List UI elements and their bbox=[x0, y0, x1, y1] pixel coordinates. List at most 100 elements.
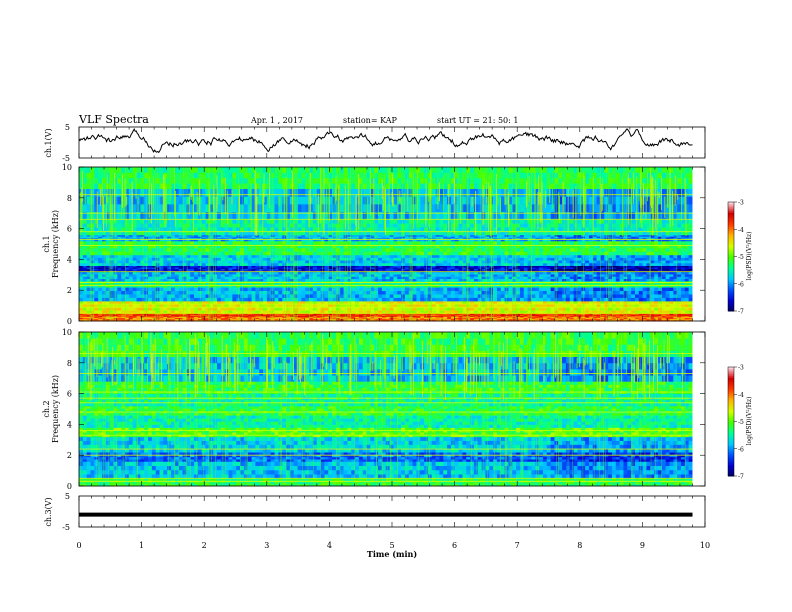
spectrogram-cell bbox=[297, 313, 302, 315]
spectrogram-cell bbox=[305, 278, 310, 282]
spectrogram-cell bbox=[535, 304, 540, 308]
spectrogram-cell bbox=[657, 316, 663, 318]
spectrogram-cell bbox=[619, 317, 624, 320]
spectrogram-cell bbox=[355, 297, 360, 302]
spectrogram-cell bbox=[217, 274, 222, 277]
spectrogram-cell bbox=[431, 307, 436, 311]
spectrogram-cell bbox=[458, 274, 463, 277]
spectrogram-cell bbox=[516, 260, 521, 264]
spectrogram-cell bbox=[404, 307, 410, 311]
spectrogram-cell bbox=[546, 287, 552, 291]
spectrogram-cell bbox=[496, 278, 502, 282]
spectrogram-cell bbox=[247, 304, 252, 308]
spectrogram-cell bbox=[289, 313, 295, 315]
spectrogram-cell bbox=[197, 284, 203, 286]
spectrogram-cell bbox=[128, 270, 134, 273]
spectrogram-cell bbox=[588, 310, 594, 314]
spectrogram-cell bbox=[163, 318, 168, 321]
spectrogram-cell bbox=[98, 268, 103, 271]
spectrogram-cell bbox=[447, 268, 452, 271]
spectrogram-cell bbox=[585, 276, 590, 280]
spectrogram-cell bbox=[412, 287, 417, 291]
spectrogram-cell bbox=[669, 267, 674, 270]
spectrogram-cell bbox=[585, 280, 590, 283]
spectrogram-cell bbox=[102, 268, 107, 271]
spectrogram-cell bbox=[665, 290, 670, 295]
spectrogram-cell bbox=[454, 300, 459, 305]
spectrogram-cell bbox=[539, 313, 544, 315]
spectrogram-cell bbox=[205, 314, 210, 316]
spectrogram-cell bbox=[435, 316, 440, 318]
spectrogram-cell bbox=[600, 274, 605, 277]
spectrogram-cell bbox=[408, 317, 413, 320]
spectrogram-cell bbox=[132, 294, 137, 298]
spectrogram-cell bbox=[496, 318, 502, 321]
spectrogram-cell bbox=[339, 282, 344, 285]
spectrogram-cell bbox=[86, 276, 91, 280]
spectrogram-cell bbox=[550, 284, 555, 286]
spectrogram-cell bbox=[588, 278, 594, 282]
spectrogram-cell bbox=[332, 265, 337, 268]
spectrogram-cell bbox=[171, 307, 176, 311]
spectrogram-cell bbox=[289, 315, 295, 317]
spectrogram-cell bbox=[332, 267, 337, 270]
spectrogram-cell bbox=[412, 265, 417, 268]
spectrogram-cell bbox=[309, 276, 314, 280]
spectrogram-cell bbox=[151, 260, 157, 264]
spectrogram-cell bbox=[186, 282, 191, 285]
spectrogram-cell bbox=[420, 287, 425, 291]
spectrogram-cell bbox=[512, 265, 517, 268]
spectrogram-cell bbox=[167, 287, 172, 291]
spectrogram-cell bbox=[477, 285, 482, 288]
spectrogram-cell bbox=[148, 300, 153, 305]
spectrogram-cell bbox=[661, 313, 667, 315]
spectrogram-cell bbox=[573, 260, 578, 264]
spectrogram-cell bbox=[527, 274, 532, 277]
spectrogram-cell bbox=[182, 314, 187, 317]
spectrogram-cell bbox=[401, 315, 406, 317]
spectrogram-cell bbox=[178, 268, 183, 271]
spectrogram-cell bbox=[473, 265, 479, 268]
spectrogram-cell bbox=[374, 315, 379, 317]
spectrogram-cell bbox=[596, 260, 601, 264]
spectrogram-cell bbox=[201, 257, 206, 261]
spectrogram-cell bbox=[351, 307, 356, 311]
spectrogram-cell bbox=[470, 287, 475, 291]
spectrogram-cell bbox=[623, 280, 628, 283]
spectrogram-cell bbox=[140, 280, 145, 283]
spectrogram-cell bbox=[412, 315, 417, 317]
spectrogram-cell bbox=[309, 316, 314, 318]
spectrogram-cell bbox=[623, 282, 628, 285]
spectrogram-cell bbox=[431, 260, 436, 264]
spectrogram-cell bbox=[167, 290, 172, 295]
spectrogram-cell bbox=[328, 316, 333, 318]
spectrogram-cell bbox=[462, 278, 467, 282]
spectrogram-cell bbox=[240, 313, 245, 315]
spectrogram-cell bbox=[661, 317, 667, 320]
spectrogram-cell bbox=[473, 300, 479, 305]
spectrogram-cell bbox=[447, 287, 452, 291]
spectrogram-cell bbox=[642, 278, 647, 282]
spectrogram-cell bbox=[278, 297, 283, 302]
spectrogram-cell bbox=[274, 307, 279, 311]
spectrogram-cell bbox=[86, 284, 91, 286]
spectrogram-cell bbox=[205, 304, 210, 308]
spectrogram-cell bbox=[278, 316, 283, 318]
spectrogram-cell bbox=[654, 313, 659, 315]
spectrogram-cell bbox=[136, 287, 141, 291]
spectrogram-cell bbox=[370, 310, 375, 314]
spectrogram-cell bbox=[79, 307, 84, 311]
spectrogram-cell bbox=[316, 265, 321, 268]
spectrogram-cell bbox=[355, 287, 360, 291]
spectrogram-cell bbox=[117, 310, 122, 314]
spectrogram-cell bbox=[289, 274, 295, 277]
spectrogram-cell bbox=[151, 276, 157, 280]
spectrogram-cell bbox=[251, 297, 256, 302]
spectrogram-cell bbox=[393, 267, 398, 270]
spectrogram-cell bbox=[458, 315, 463, 317]
spectrogram-cell bbox=[404, 268, 410, 271]
spectrogram-cell bbox=[416, 285, 421, 288]
spectrogram-cell bbox=[370, 257, 375, 261]
spectrogram-cell bbox=[638, 297, 644, 302]
spectrogram-cell bbox=[527, 260, 532, 264]
